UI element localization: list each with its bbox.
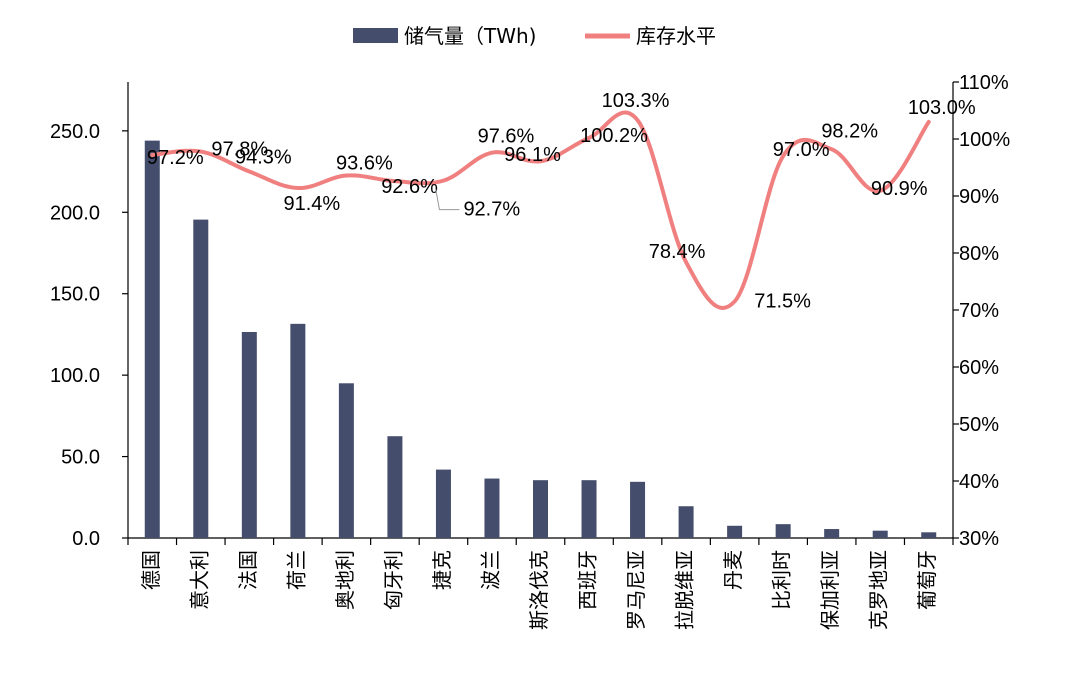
bar-丹麦	[727, 525, 743, 538]
category-label-匈牙利: 匈牙利	[381, 550, 405, 610]
y-right-tick-label: 110%	[959, 72, 1009, 94]
y-right-tick-label: 60%	[959, 357, 999, 379]
category-labels: 德国 意大利 法国 荷兰 奥地利 匈牙利 捷克 波兰 斯洛伐克 西班牙 罗马尼亚 拉脱维亚 丹麦 比利时保…	[139, 550, 939, 630]
data-label-意大利: 97.8%	[211, 139, 268, 161]
bar-斯洛伐克	[533, 480, 548, 538]
data-label-丹麦: 71.5%	[754, 290, 811, 312]
bar-德国	[144, 140, 160, 538]
category-label-罗马尼亚: 罗马尼亚	[624, 550, 648, 630]
bar-荷兰	[290, 323, 306, 538]
bar-波兰	[484, 478, 500, 538]
y-left-tick-label: 100.0	[50, 365, 100, 387]
bar-拉脱维亚	[678, 506, 694, 538]
data-label-波兰: 97.6%	[478, 126, 535, 148]
data-label-葡萄牙: 103.0%	[908, 97, 976, 119]
data-label-比利时: 97.0%	[773, 139, 830, 161]
y-right-tick-label: 80%	[959, 243, 999, 265]
category-label-荷兰: 荷兰	[284, 550, 308, 590]
y-left-tick-label: 150.0	[50, 284, 100, 306]
data-label-西班牙: 100.2%	[580, 125, 648, 147]
legend-label-level: 库存水平	[636, 24, 716, 48]
level-line	[150, 110, 931, 310]
bar-捷克	[435, 469, 451, 538]
y-right-tick-label: 70%	[959, 300, 999, 322]
category-label-意大利: 意大利	[187, 550, 211, 610]
bar-葡萄牙	[921, 532, 937, 538]
data-label-克罗地亚: 90.9%	[871, 178, 928, 200]
data-label-捷克: 92.7%	[463, 199, 520, 221]
category-label-西班牙: 西班牙	[576, 550, 600, 610]
category-label-奥地利: 奥地利	[333, 550, 357, 610]
axes: 0.0 50.0 100.0 150.0 200.0 250.0 30% 40% 50% 60% 7…	[50, 72, 1010, 550]
category-label-丹麦: 丹麦	[721, 550, 745, 590]
bar-克罗地亚	[872, 530, 888, 538]
category-label-法国: 法国	[236, 550, 260, 590]
y-left-tick-label: 200.0	[50, 202, 100, 224]
legend-swatch-storage	[353, 28, 398, 43]
y-right-tick-label: 90%	[959, 186, 999, 208]
data-label-德国: 97.2%	[147, 147, 204, 169]
data-label-荷兰: 91.4%	[283, 193, 340, 215]
bar-保加利亚	[824, 529, 840, 538]
category-label-捷克: 捷克	[430, 550, 454, 590]
y-right-tick-label: 30%	[959, 528, 999, 550]
bar-匈牙利	[387, 436, 403, 538]
category-label-拉脱维亚: 拉脱维亚	[673, 550, 697, 630]
bars	[144, 140, 937, 538]
bar-罗马尼亚	[630, 481, 646, 538]
data-label-罗马尼亚: 103.3%	[602, 90, 670, 112]
bar-意大利	[193, 219, 209, 538]
y-left-tick-label: 250.0	[50, 121, 100, 143]
data-label-法国: 94.3%	[235, 146, 292, 168]
data-label-奥地利: 93.6%	[336, 152, 393, 174]
y-right-tick-label: 100%	[959, 129, 1010, 151]
bar-法国	[241, 331, 257, 538]
category-label-德国: 德国	[139, 550, 163, 590]
bar-比利时	[775, 524, 791, 538]
legend-label-storage: 储气量（TWh)	[404, 24, 536, 48]
bar-奥地利	[338, 383, 354, 538]
level-line-path	[150, 110, 931, 310]
leader-line	[434, 187, 460, 211]
y-left-tick-label: 50.0	[61, 447, 100, 469]
data-label-保加利亚: 98.2%	[821, 120, 878, 142]
category-label-波兰: 波兰	[478, 550, 502, 590]
data-label-拉脱维亚: 78.4%	[649, 241, 706, 263]
data-labels: 97.2% 97.8%94.3% 91.4% 93.6%92.6% 92.7% 97.6%…	[147, 90, 976, 312]
data-label-匈牙利: 92.6%	[381, 176, 438, 198]
category-label-克罗地亚: 克罗地亚	[867, 550, 891, 630]
legend: 储气量（TWh) 库存水平	[353, 24, 716, 48]
y-right-tick-label: 40%	[959, 471, 999, 493]
data-label-斯洛伐克: 96.1%	[504, 144, 561, 166]
category-label-葡萄牙: 葡萄牙	[915, 550, 939, 610]
y-left-tick-label: 0.0	[72, 528, 100, 550]
category-label-比利时: 比利时	[770, 550, 794, 610]
category-label-斯洛伐克: 斯洛伐克	[527, 550, 551, 630]
bar-西班牙	[581, 480, 597, 538]
y-right-tick-label: 50%	[959, 414, 999, 436]
category-label-保加利亚: 保加利亚	[818, 550, 842, 630]
